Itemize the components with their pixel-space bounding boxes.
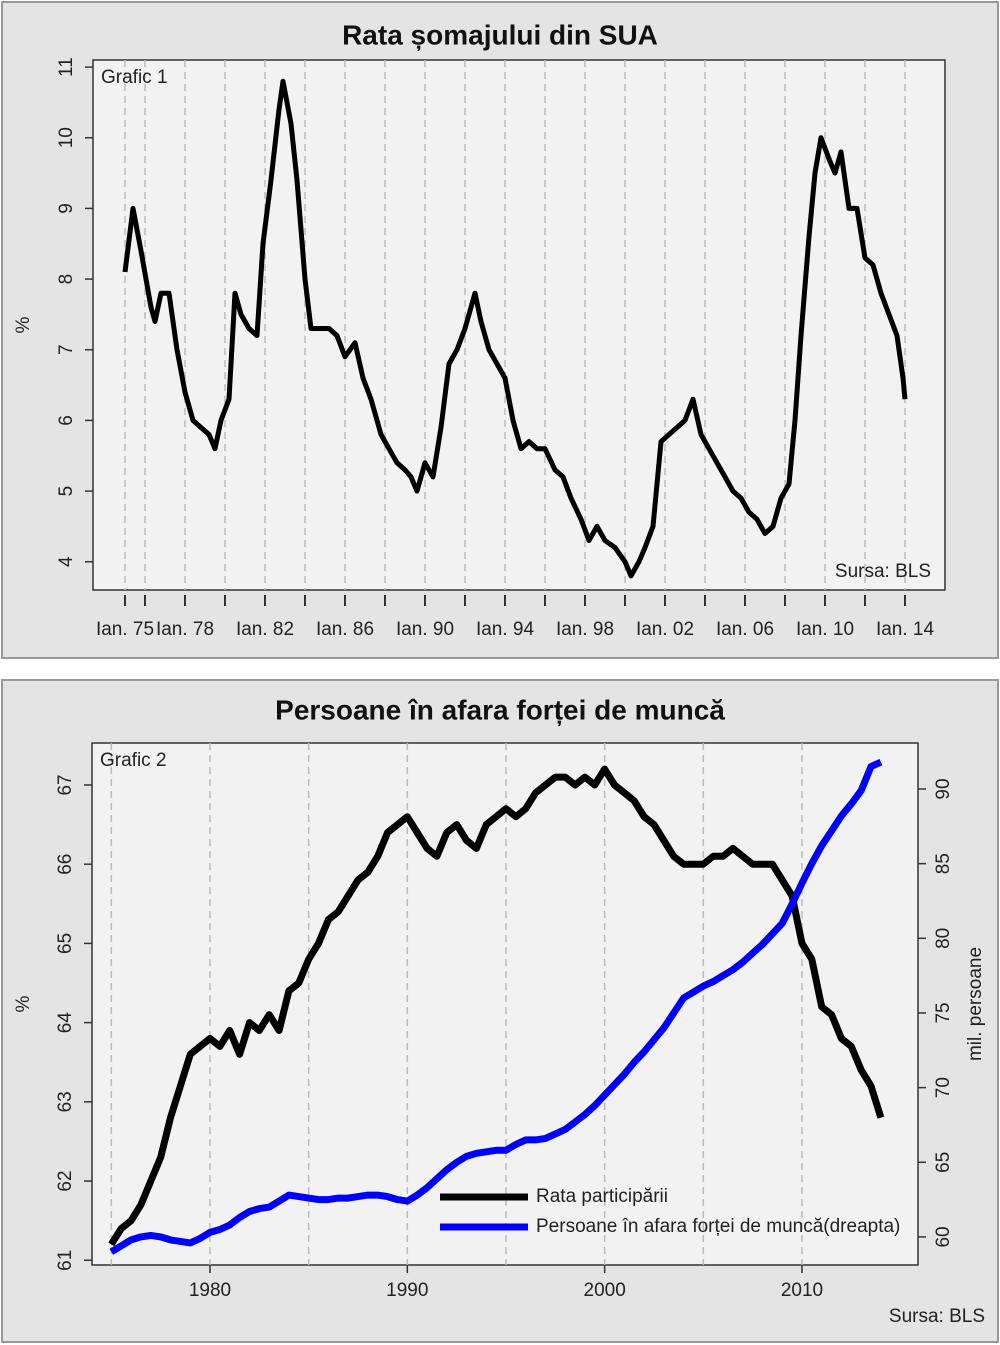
y-tick-label: 10 (56, 127, 77, 148)
x-tick-label: Ian. 06 (716, 619, 774, 640)
y-tick-label: 8 (56, 274, 77, 285)
source-note: Sursa: BLS (835, 561, 931, 582)
y2-tick-label: 80 (933, 928, 954, 949)
x-tick-label: Ian. 75 (96, 619, 154, 640)
chart-label: Grafic 1 (101, 67, 168, 88)
chart-title: Rata șomajului din SUA (342, 19, 658, 50)
chart-label: Grafic 2 (100, 750, 167, 771)
x-tick-label: Ian. 10 (796, 619, 854, 640)
legend-label: Rata participării (536, 1186, 668, 1207)
y2-tick-label: 75 (933, 1002, 954, 1023)
source-note: Sursa: BLS (889, 1306, 985, 1327)
y2-tick-label: 85 (933, 853, 954, 874)
y-tick-label: 66 (55, 854, 76, 875)
y-tick-label: 9 (56, 203, 77, 214)
x-tick-label: Ian. 94 (476, 619, 535, 640)
x-tick-label: Ian. 86 (316, 619, 374, 640)
y-tick-label: 61 (55, 1250, 76, 1271)
y-axis-label: % (13, 995, 34, 1012)
y-tick-label: 67 (55, 774, 76, 795)
y2-tick-label: 60 (933, 1226, 954, 1247)
plot-area (92, 59, 946, 591)
y-tick-label: 64 (55, 1012, 76, 1034)
plot-area (91, 742, 919, 1266)
legend-label: Persoane în afara forței de muncă(dreapt… (536, 1216, 900, 1237)
y2-tick-label: 90 (933, 778, 954, 799)
y-tick-label: 65 (55, 933, 76, 954)
y-tick-label: 63 (55, 1091, 76, 1112)
y2-tick-label: 65 (933, 1152, 954, 1173)
data-line (109, 758, 883, 1255)
x-tick-label: Ian. 98 (556, 619, 614, 640)
y2-axis-label: mil. persoane (965, 947, 986, 1061)
x-tick-label: 2000 (584, 1280, 626, 1301)
x-tick-label: Ian. 82 (236, 619, 294, 640)
x-tick-label: Ian. 02 (636, 619, 694, 640)
y2-tick-label: 70 (933, 1077, 954, 1098)
x-tick-label: Ian. 78 (156, 619, 214, 640)
x-tick-label: 2010 (781, 1280, 823, 1301)
y-axis-label: % (13, 316, 34, 333)
x-tick-label: 1980 (189, 1280, 231, 1301)
y-tick-label: 4 (56, 556, 77, 567)
y-tick-label: 6 (56, 415, 77, 426)
x-tick-label: Ian. 14 (876, 619, 935, 640)
chart-title: Persoane în afara forței de muncă (275, 694, 725, 725)
y-tick-label: 62 (55, 1170, 76, 1191)
x-tick-label: 1990 (386, 1280, 428, 1301)
y-tick-label: 11 (56, 57, 77, 77)
data-line (108, 765, 885, 1247)
y-tick-label: 7 (56, 344, 77, 355)
data-line (122, 78, 908, 579)
x-tick-label: Ian. 90 (396, 619, 454, 640)
y-tick-label: 5 (56, 486, 77, 497)
